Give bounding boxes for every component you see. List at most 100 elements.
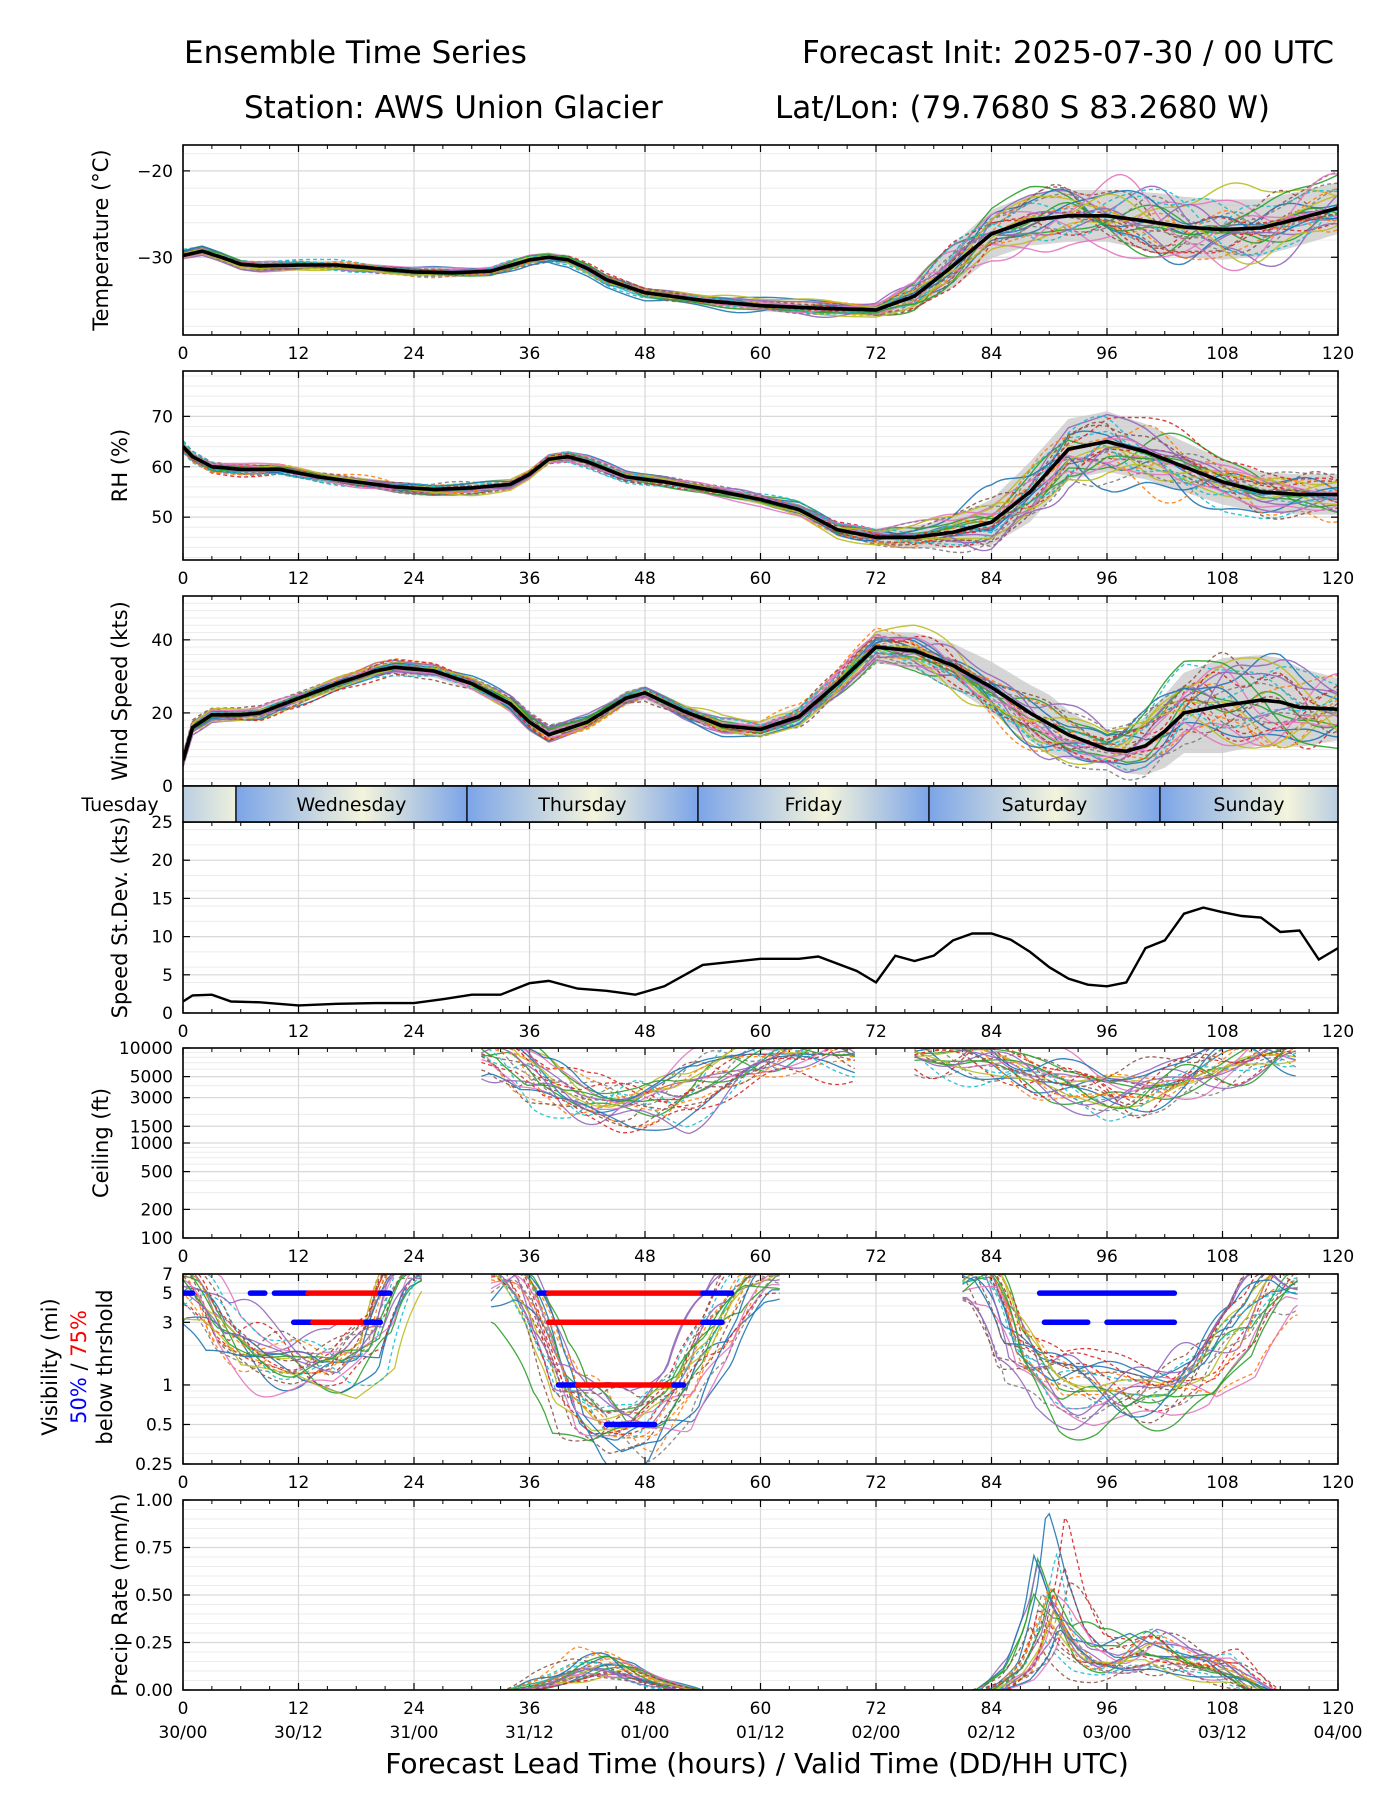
forecast-init: Forecast Init: 2025-07-30 / 00 UTC	[802, 35, 1334, 71]
y-tick-label: 1500	[130, 1117, 173, 1137]
ensemble-member-line	[962, 1274, 1298, 1383]
x-tick-label: 36	[519, 1247, 541, 1267]
pct-separator: /	[67, 1357, 91, 1377]
visibility-ylabel-line2: 50% / 75%	[67, 1310, 91, 1424]
panel-speed_sd: 0 5 10 15 20 25 Speed St.Dev. (kts) 0 12 24 36 48 60…	[108, 813, 1354, 1042]
x-tick-label: 96	[1096, 344, 1118, 364]
ensemble-member-line	[183, 1274, 422, 1375]
y-tick-label: 20	[151, 851, 173, 871]
ensemble-member-line	[183, 648, 1338, 756]
valid-time-tick-label: 04/00	[1314, 1723, 1363, 1743]
y-tick-label: 0.5	[146, 1415, 173, 1435]
ensemble-member-line	[491, 1274, 780, 1453]
x-tick-label: 108	[1206, 1473, 1238, 1493]
x-tick-label: 0	[178, 1473, 189, 1493]
x-tick-label: 0	[178, 1022, 189, 1042]
x-tick-label: 108	[1206, 1699, 1238, 1719]
ensemble-member-line	[183, 183, 1338, 316]
x-tick-label: 0	[178, 344, 189, 364]
ensemble-member-line	[183, 446, 1338, 534]
ensemble-member-line	[962, 1274, 1298, 1431]
ensemble-member-line	[481, 1048, 855, 1106]
x-tick-label: 12	[288, 1473, 310, 1493]
ensemble-member-line	[183, 209, 1338, 310]
ensemble-member-line	[183, 415, 1338, 546]
ensemble-member-line	[481, 1048, 855, 1128]
ensemble-member-line	[183, 654, 1338, 763]
pct75-label: 75%	[67, 1310, 91, 1357]
ensemble-member-line	[500, 1661, 701, 1690]
day-label: Saturday	[1002, 794, 1088, 816]
x-tick-label: 108	[1206, 1022, 1238, 1042]
panel-visibility: 0.25 0.5 1 3 57 0 12 24 36 48 60 72 84 96 108 120	[135, 1265, 1354, 1493]
ensemble-member-line	[183, 635, 1338, 763]
y-tick-label: −20	[137, 162, 173, 182]
ensemble-member-line	[491, 1274, 780, 1398]
y-axis-label: Speed St.Dev. (kts)	[108, 817, 132, 1019]
y-tick-label: 15	[151, 889, 173, 909]
panel-frame	[182, 144, 1339, 336]
x-tick-label: 0	[178, 1247, 189, 1267]
ensemble-member-line	[490, 1274, 780, 1439]
ensemble-member-line	[183, 633, 1338, 754]
ensemble-member-line	[500, 1658, 701, 1690]
x-tick-label: 24	[403, 1022, 425, 1042]
ensemble-member-line	[972, 1609, 1277, 1690]
valid-time-tick-label: 02/12	[967, 1723, 1016, 1743]
x-tick-label: 96	[1096, 1473, 1118, 1493]
ensemble-member-line	[962, 1274, 1298, 1412]
ensemble-mean-line	[183, 645, 1338, 761]
ensemble-member-line	[183, 1274, 422, 1363]
ensemble-member-line	[500, 1664, 701, 1690]
x-tick-label: 48	[634, 344, 656, 364]
ensemble-member-line	[481, 1048, 856, 1123]
x-tick-label: 24	[403, 1699, 425, 1719]
ensemble-member-line	[914, 1048, 1296, 1092]
x-tick-label: 72	[865, 1022, 887, 1042]
y-tick-label: 0	[162, 1004, 173, 1024]
x-tick-label: 48	[634, 1022, 656, 1042]
plot-area-speed_sd	[183, 906, 1338, 1007]
x-tick-label: 108	[1206, 344, 1238, 364]
x-tick-label: 60	[750, 569, 772, 589]
ensemble-member-line	[183, 430, 1338, 541]
ensemble-member-line	[491, 1274, 780, 1393]
ensemble-member-line	[914, 1048, 1296, 1105]
ensemble-member-line	[914, 1048, 1296, 1081]
ensemble-member-line	[914, 1057, 1297, 1112]
ensemble-member-line	[914, 1048, 1296, 1101]
y-axis-label: RH (%)	[108, 429, 132, 502]
ensemble-member-line	[972, 1620, 1277, 1690]
ensemble-member-line	[914, 1048, 1297, 1088]
ensemble-member-line	[972, 1621, 1277, 1690]
ensemble-member-line	[972, 1624, 1277, 1690]
ensemble-member-line	[972, 1515, 1277, 1690]
ensemble-member-line	[962, 1275, 1298, 1410]
x-tick-label: 24	[403, 569, 425, 589]
ensemble-member-line	[491, 1274, 780, 1442]
ensemble-member-line	[183, 1274, 422, 1363]
y-tick-label: 10000	[119, 1039, 173, 1059]
y-tick-label: 5000	[130, 1068, 173, 1088]
spread-band	[183, 411, 1338, 549]
ensemble-member-line	[481, 1061, 855, 1134]
ensemble-member-line	[500, 1658, 701, 1690]
ensemble-member-line	[183, 1274, 422, 1364]
ensemble-member-line	[183, 637, 1338, 761]
x-tick-label: 84	[981, 1473, 1003, 1493]
y-tick-label: 0	[162, 777, 173, 797]
ensemble-member-line	[962, 1274, 1298, 1407]
y-tick-label: 20	[151, 704, 173, 724]
ensemble-member-line	[490, 1284, 780, 1442]
y-tick-label: 200	[141, 1200, 173, 1220]
ensemble-member-line	[183, 661, 1338, 781]
ensemble-member-line	[962, 1274, 1298, 1382]
ensemble-member-line	[481, 1048, 855, 1117]
ensemble-member-line	[481, 1048, 855, 1095]
ensemble-member-line	[183, 424, 1338, 538]
x-tick-label: 60	[750, 1699, 772, 1719]
valid-time-tick-label: 01/12	[736, 1723, 785, 1743]
visibility-ylabel: Visibility (mi) 50% / 75% below thrshold	[38, 1289, 117, 1444]
